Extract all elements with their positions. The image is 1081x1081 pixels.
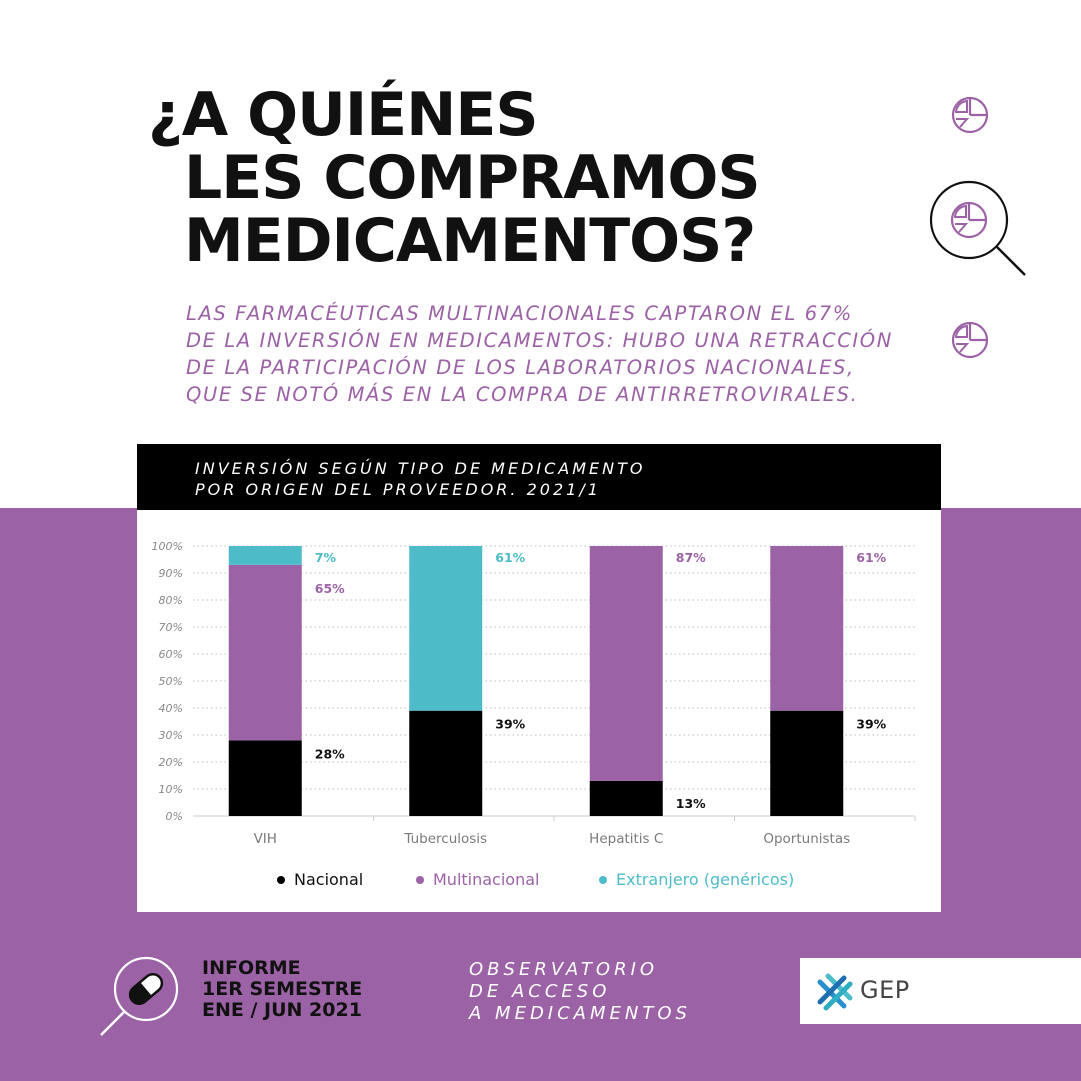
y-tick-label: 20% bbox=[159, 756, 183, 769]
legend-label-multinacional: Multinacional bbox=[433, 870, 540, 889]
bar-segment-multinacional bbox=[589, 546, 663, 781]
y-tick-label: 30% bbox=[159, 729, 183, 742]
data-label-nacional: 39% bbox=[495, 717, 525, 732]
bar-segment-extranjero bbox=[409, 546, 483, 711]
title-line-2: les compramos bbox=[184, 143, 761, 213]
data-label-nacional: 28% bbox=[315, 746, 345, 761]
bar-segment-nacional bbox=[228, 740, 302, 816]
data-label-nacional: 13% bbox=[676, 796, 706, 811]
subtitle-line-2: DE LA INVERSIÓN EN MEDICAMENTOS: HUBO UN… bbox=[186, 329, 893, 352]
title-line-3: medicamentos? bbox=[184, 206, 756, 276]
chart-title-line-2: POR ORIGEN DEL PROVEEDOR. 2021/1 bbox=[195, 480, 601, 499]
bar-segment-nacional bbox=[409, 710, 483, 816]
bar-segment-extranjero bbox=[228, 546, 302, 565]
legend-item-multinacional: Multinacional bbox=[416, 870, 539, 889]
gep-logo-text: GEP bbox=[860, 976, 910, 1004]
y-tick-label: 40% bbox=[159, 702, 183, 715]
y-tick-label: 0% bbox=[166, 810, 183, 823]
observatory-line-1: OBSERVATORIO bbox=[469, 959, 659, 980]
x-category-label: VIH bbox=[254, 831, 277, 847]
y-tick-label: 60% bbox=[159, 648, 183, 661]
report-label: INFORME 1ER SEMESTRE ENE / JUN 2021 bbox=[202, 958, 362, 1021]
bar-segment-multinacional bbox=[770, 546, 844, 711]
data-label-multinacional: 61% bbox=[856, 550, 886, 565]
report-line-2: 1ER SEMESTRE bbox=[202, 978, 363, 1000]
y-tick-label: 80% bbox=[159, 594, 183, 607]
legend-item-nacional: Nacional bbox=[277, 870, 363, 889]
bar-segment-multinacional bbox=[228, 564, 302, 741]
legend-dot-nacional bbox=[277, 875, 285, 884]
report-line-3: ENE / JUN 2021 bbox=[202, 999, 362, 1021]
data-label-multinacional: 65% bbox=[315, 581, 345, 596]
pie-chart-icon bbox=[951, 96, 989, 134]
subtitle-line-1: LAS FARMACÉUTICAS MULTINACIONALES CAPTAR… bbox=[186, 302, 853, 325]
legend-label-extranjero: Extranjero (genéricos) bbox=[616, 870, 795, 889]
subtitle-line-3: DE LA PARTICIPACIÓN DE LOS LABORATORIOS … bbox=[186, 356, 855, 379]
x-category-label: Oportunistas bbox=[763, 831, 850, 847]
pie-chart-icon bbox=[950, 201, 988, 239]
legend-dot-extranjero bbox=[599, 875, 607, 884]
gep-logo: GEP bbox=[800, 958, 1081, 1024]
subtitle-line-4: QUE SE NOTÓ MÁS EN LA COMPRA DE ANTIRRET… bbox=[186, 383, 859, 406]
data-label-extranjero: 7% bbox=[315, 550, 337, 565]
y-tick-label: 10% bbox=[159, 783, 183, 796]
pie-chart-icon bbox=[951, 321, 989, 359]
y-tick-label: 50% bbox=[159, 675, 183, 688]
page-subtitle: LAS FARMACÉUTICAS MULTINACIONALES CAPTAR… bbox=[186, 300, 893, 408]
legend-dot-multinacional bbox=[416, 875, 424, 884]
legend-label-nacional: Nacional bbox=[294, 870, 364, 889]
title-line-1: ¿A quiénes bbox=[148, 80, 539, 150]
x-category-label: Tuberculosis bbox=[403, 831, 487, 847]
observatory-line-2: DE ACCESO bbox=[469, 981, 611, 1002]
bar-segment-nacional bbox=[770, 710, 844, 816]
data-label-multinacional: 87% bbox=[676, 550, 706, 565]
data-label-nacional: 39% bbox=[856, 717, 886, 732]
chart-title-line-1: INVERSIÓN SEGÚN TIPO DE MEDICAMENTO bbox=[195, 459, 646, 478]
y-tick-label: 90% bbox=[159, 567, 183, 580]
y-tick-label: 70% bbox=[159, 621, 183, 634]
y-tick-label: 100% bbox=[152, 540, 183, 553]
report-line-1: INFORME bbox=[202, 957, 301, 979]
observatory-line-3: A MEDICAMENTOS bbox=[469, 1003, 691, 1024]
chart-panel: 0% 10% 20% 30% 40% 50% 60% 70% 80% 90% 100% 28% 7% 65… bbox=[137, 510, 941, 912]
stacked-bar-chart: 0% 10% 20% 30% 40% 50% 60% 70% 80% 90% 100% 28% 7% 65… bbox=[152, 540, 916, 847]
page-title: ¿A quiénes les compramos medicamentos? bbox=[148, 80, 761, 276]
magnifying-glass-icon bbox=[929, 180, 1026, 276]
pill-icon bbox=[128, 972, 164, 1006]
gep-logo-icon bbox=[817, 973, 853, 1011]
x-category-label: Hepatitis C bbox=[589, 831, 663, 847]
data-label-extranjero: 61% bbox=[495, 550, 525, 565]
pill-magnifier-icon bbox=[100, 956, 179, 1036]
legend-item-extranjero: Extranjero (genéricos) bbox=[599, 870, 794, 889]
chart-header: INVERSIÓN SEGÚN TIPO DE MEDICAMENTO POR … bbox=[137, 444, 941, 510]
observatory-label: OBSERVATORIO DE ACCESO A MEDICAMENTOS bbox=[469, 959, 691, 1025]
bar-segment-nacional bbox=[589, 780, 663, 816]
